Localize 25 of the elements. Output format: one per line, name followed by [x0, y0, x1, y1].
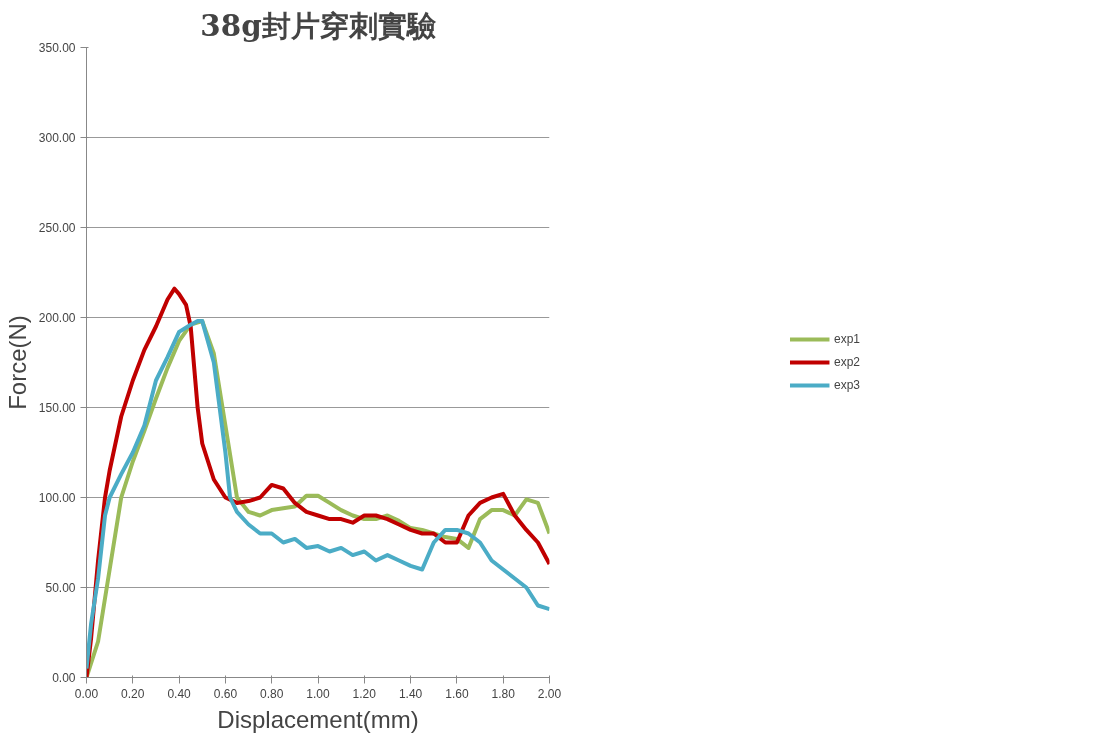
x-tick-label: 1.60: [445, 686, 469, 701]
legend-label: exp2: [833, 355, 861, 369]
y-axis-title: Force(N): [3, 315, 31, 410]
y-tick-label: 350.00: [38, 41, 76, 55]
y-tick-label: 100.00: [38, 491, 76, 505]
y-tick-label: 200.00: [38, 311, 76, 325]
x-tick-label: 0.40: [167, 686, 192, 701]
x-tick-label: 2.00: [537, 686, 562, 701]
x-tick-label: 0.80: [260, 686, 284, 701]
x-tick-label: 1.20: [352, 686, 377, 701]
x-tick-label: 0.00: [74, 686, 99, 701]
x-tick-label: 0.20: [121, 686, 145, 701]
y-tick-label: 50.00: [45, 581, 76, 595]
y-tick-label: 150.00: [38, 401, 76, 415]
y-tick-label: 0.00: [52, 671, 76, 685]
y-tick-label: 250.00: [38, 221, 76, 235]
x-tick-label: 1.80: [491, 686, 516, 701]
chart-title: 38g封片穿刺實驗: [200, 7, 437, 43]
x-tick-label: 1.40: [398, 686, 423, 701]
x-tick-label: 0.60: [213, 686, 238, 701]
x-axis-title: Displacement(mm): [217, 705, 419, 733]
legend-label: exp3: [833, 378, 861, 392]
legend-label: exp1: [833, 332, 861, 346]
x-tick-label: 1.00: [306, 686, 330, 701]
y-tick-label: 300.00: [38, 131, 76, 145]
